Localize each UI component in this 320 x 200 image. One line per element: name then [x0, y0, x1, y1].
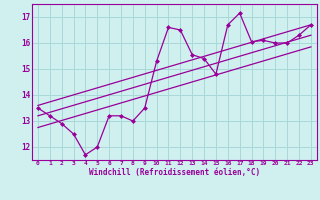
X-axis label: Windchill (Refroidissement éolien,°C): Windchill (Refroidissement éolien,°C)	[89, 168, 260, 177]
